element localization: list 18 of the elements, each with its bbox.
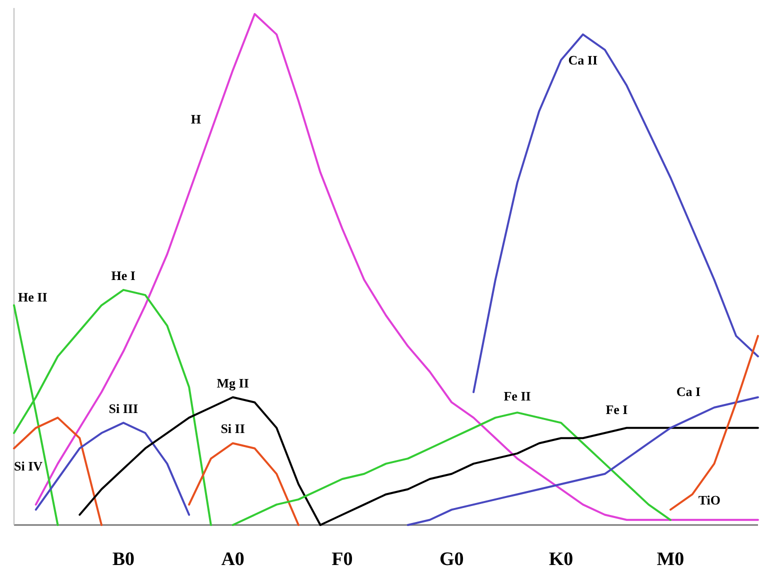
- series-label: TiO: [698, 492, 721, 508]
- x-tick-label: M0: [656, 549, 684, 570]
- series-label: Si IV: [14, 458, 44, 474]
- series-label: Fe II: [504, 388, 531, 404]
- series-label: Fe I: [606, 402, 628, 417]
- x-tick-label: F0: [332, 549, 353, 570]
- series-label: H: [190, 112, 201, 127]
- series-label: He I: [111, 268, 136, 283]
- series-label: Si II: [220, 421, 245, 436]
- series-label: Si III: [108, 400, 138, 416]
- x-tick-label: A0: [221, 549, 244, 570]
- series-label: He II: [18, 289, 48, 304]
- x-tick-label: B0: [112, 549, 135, 570]
- x-tick-label: G0: [440, 549, 464, 570]
- series-label: Ca I: [676, 384, 701, 399]
- series-label: Mg II: [216, 375, 249, 390]
- series-label: Ca II: [568, 52, 598, 68]
- x-tick-label: K0: [548, 549, 574, 570]
